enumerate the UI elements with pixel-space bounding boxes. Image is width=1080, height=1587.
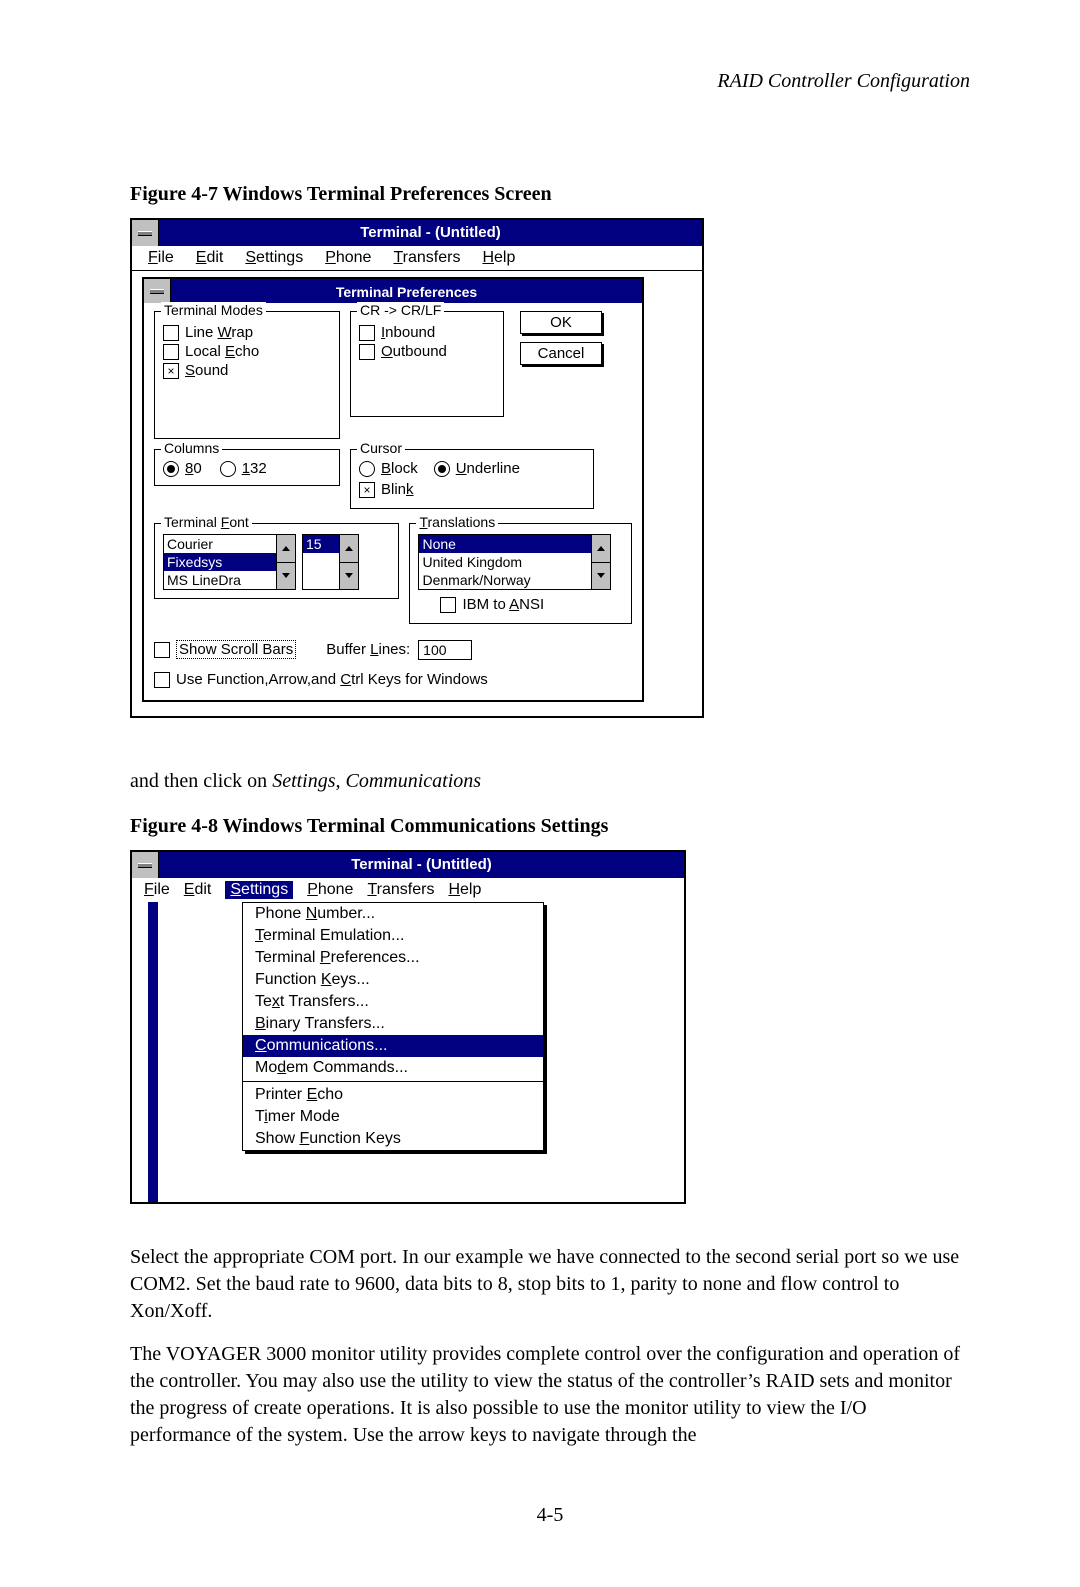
group-crlf: CR -> CR/LF Inbound Outbound xyxy=(350,311,504,417)
sysmenu-icon[interactable] xyxy=(132,220,159,246)
menu-item-binary-transfers[interactable]: Binary Transfers... xyxy=(243,1013,543,1035)
para-com-port: Select the appropriate COM port. In our … xyxy=(130,1244,970,1325)
font-scroll[interactable] xyxy=(277,534,296,590)
font-option-selected[interactable]: Fixedsys xyxy=(164,553,276,571)
figure-48-caption: Figure 4-8 Windows Terminal Communicatio… xyxy=(130,815,970,838)
radio-block[interactable]: Block xyxy=(359,460,418,477)
settings-dropdown: Phone Number... Terminal Emulation... Te… xyxy=(242,902,544,1151)
group-title: Columns xyxy=(161,440,222,456)
menu-item-terminal-emulation[interactable]: Terminal Emulation... xyxy=(243,925,543,947)
menu-item-show-function-keys[interactable]: Show Function Keys xyxy=(243,1128,543,1150)
menu-item-text-transfers[interactable]: Text Transfers... xyxy=(243,991,543,1013)
group-title: Translations xyxy=(416,514,498,530)
menu-transfers[interactable]: Transfers xyxy=(393,249,460,267)
group-title: Terminal Modes xyxy=(161,302,266,318)
para-settings-comm: and then click on Settings, Communicatio… xyxy=(130,768,970,795)
terminal-preferences-dialog: Terminal Preferences Terminal Modes Line… xyxy=(142,277,644,702)
menu-transfers[interactable]: Transfers xyxy=(367,881,434,899)
window-title: Terminal - (Untitled) xyxy=(159,220,702,246)
sysmenu-icon[interactable] xyxy=(144,279,171,303)
fontsize-scroll[interactable] xyxy=(340,534,359,590)
group-title: Terminal Font xyxy=(161,514,252,530)
group-title: Cursor xyxy=(357,440,405,456)
page-header: RAID Controller Configuration xyxy=(130,70,970,93)
menu-help[interactable]: Help xyxy=(448,881,481,899)
group-cursor: Cursor Block Underline ×Blink xyxy=(350,449,594,509)
chk-outbound[interactable]: Outbound xyxy=(359,343,495,360)
radio-80[interactable]: 80 xyxy=(163,460,202,477)
menu-settings[interactable]: Settings xyxy=(245,249,303,267)
radio-132[interactable]: 132 xyxy=(220,460,267,477)
font-option[interactable]: MS LineDra xyxy=(164,571,276,589)
menu-item-timer-mode[interactable]: Timer Mode xyxy=(243,1106,543,1128)
group-translations: Translations None United Kingdom Denmark… xyxy=(409,523,632,624)
menubar: File Edit Settings Phone Transfers Help xyxy=(132,246,702,271)
menu-settings-selected[interactable]: Settings xyxy=(225,881,293,899)
menu-item-printer-echo[interactable]: Printer Echo xyxy=(243,1084,543,1106)
group-columns: Columns 80 132 xyxy=(154,449,340,486)
translation-option[interactable]: United Kingdom xyxy=(419,553,591,571)
chk-local-echo[interactable]: Local Echo xyxy=(163,343,331,360)
buffer-lines-field[interactable]: 100 xyxy=(418,640,472,660)
chk-show-scrollbars[interactable]: Show Scroll Bars xyxy=(154,640,296,659)
chk-use-function-keys[interactable]: Use Function,Arrow,and Ctrl Keys for Win… xyxy=(154,671,632,688)
menu-item-phone-number[interactable]: Phone Number... xyxy=(243,903,543,925)
translations-listbox[interactable]: None United Kingdom Denmark/Norway xyxy=(418,534,592,590)
menu-item-function-keys[interactable]: Function Keys... xyxy=(243,969,543,991)
figure-47-window: Terminal - (Untitled) File Edit Settings… xyxy=(130,218,704,718)
group-terminal-modes: Terminal Modes Line Wrap Local Echo ×Sou… xyxy=(154,311,340,439)
menu-help[interactable]: Help xyxy=(482,249,515,267)
group-title: CR -> CR/LF xyxy=(357,302,444,318)
fontsize-listbox[interactable]: 15 xyxy=(302,534,340,590)
menubar: File Edit Settings Phone Transfers Help xyxy=(132,878,684,902)
menu-file[interactable]: File xyxy=(148,249,174,267)
ok-button[interactable]: OK xyxy=(520,311,602,334)
window-title: Terminal - (Untitled) xyxy=(159,852,684,878)
menu-file[interactable]: File xyxy=(144,881,170,899)
figure-47-caption: Figure 4-7 Windows Terminal Preferences … xyxy=(130,183,970,206)
fontsize-option[interactable]: 15 xyxy=(303,535,339,553)
chk-sound[interactable]: ×Sound xyxy=(163,362,331,379)
dialog-buttons: OK Cancel xyxy=(520,311,602,373)
menu-item-terminal-preferences[interactable]: Terminal Preferences... xyxy=(243,947,543,969)
figure-48-window: Terminal - (Untitled) File Edit Settings… xyxy=(130,850,686,1204)
buffer-lines-label: Buffer Lines: xyxy=(326,641,410,658)
font-listbox[interactable]: Courier Fixedsys MS LineDra xyxy=(163,534,277,590)
page-number: 4-5 xyxy=(130,1504,970,1527)
menu-edit[interactable]: Edit xyxy=(184,881,212,899)
menu-phone[interactable]: Phone xyxy=(325,249,371,267)
menu-edit[interactable]: Edit xyxy=(196,249,224,267)
translation-option-selected[interactable]: None xyxy=(419,535,591,553)
sysmenu-icon[interactable] xyxy=(132,852,159,878)
dialog-title: Terminal Preferences xyxy=(171,279,642,303)
menu-item-modem-commands[interactable]: Modem Commands... xyxy=(243,1057,543,1079)
menu-phone[interactable]: Phone xyxy=(307,881,353,899)
group-terminal-font: Terminal Font Courier Fixedsys MS LineDr… xyxy=(154,523,399,599)
chk-ibm-to-ansi[interactable]: IBM to ANSI xyxy=(440,596,623,613)
translation-option[interactable]: Denmark/Norway xyxy=(419,571,591,589)
translations-scroll[interactable] xyxy=(592,534,611,590)
menu-item-communications-selected[interactable]: Communications... xyxy=(243,1035,543,1057)
radio-underline[interactable]: Underline xyxy=(434,460,520,477)
chk-inbound[interactable]: Inbound xyxy=(359,324,495,341)
chk-line-wrap[interactable]: Line Wrap xyxy=(163,324,331,341)
chk-blink[interactable]: ×Blink xyxy=(359,481,585,498)
cancel-button[interactable]: Cancel xyxy=(520,342,602,365)
font-option[interactable]: Courier xyxy=(164,535,276,553)
para-voyager: The VOYAGER 3000 monitor utility provide… xyxy=(130,1341,970,1449)
